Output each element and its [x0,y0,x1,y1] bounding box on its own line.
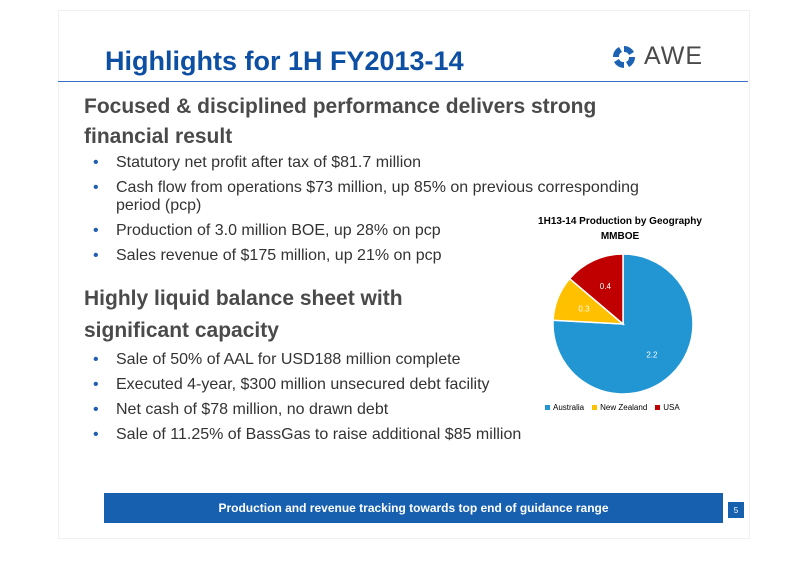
chart-title: 1H13-14 Production by Geography [538,216,702,227]
heading-line: financial result [84,125,233,148]
bullet-item: Statutory net profit after tax of $81.7 … [93,154,639,172]
bullet-text: Statutory net profit after tax of $81.7 … [116,154,422,171]
legend-swatch [592,405,598,410]
bullet-text-continued: period (pcp) [116,197,202,214]
title-wrap: Highlights for 1H FY2013-14 [105,46,464,77]
chart-legend: Australia New Zealand USA [545,403,680,412]
bullet-list-performance: Statutory net profit after tax of $81.7 … [93,154,639,272]
title-divider [58,81,748,82]
legend-label: Australia [553,403,585,412]
section-heading-performance: Focused & disciplined performance delive… [84,92,596,152]
bullet-item: Net cash of $78 million, no drawn debt [93,401,521,419]
bullet-item: Executed 4-year, $300 million unsecured … [93,376,521,394]
legend-item: USA [655,403,680,412]
logo-text: AWE [644,42,704,70]
bullet-item: Cash flow from operations $73 million, u… [93,179,639,215]
legend-swatch [655,405,661,410]
heading-line: Focused & disciplined performance delive… [84,95,597,118]
bullet-text: Cash flow from operations $73 million, u… [116,179,639,196]
heading-line: significant capacity [84,319,279,342]
bullet-text: Sales revenue of $175 million, up 21% on… [116,247,442,264]
pie-svg: 2.2 0.3 0.4 [552,253,694,395]
legend-label: New Zealand [600,403,648,412]
awe-logo: AWE [610,42,703,71]
awe-logo-icon [612,45,636,68]
production-pie-chart: 1H13-14 Production by Geography MMBOE 2.… [520,214,740,424]
legend-item: Australia [545,403,584,412]
page-number: 5 [728,502,744,518]
legend-swatch [545,405,550,410]
bullet-list-balance-sheet: Sale of 50% of AAL for USD188 million co… [93,351,521,451]
bullet-text: Sale of 50% of AAL for USD188 million co… [116,351,461,368]
bullet-text: Executed 4-year, $300 million unsecured … [116,376,490,393]
legend-label: USA [663,403,680,412]
bullet-text: Sale of 11.25% of BassGas to raise addit… [116,426,522,443]
bullet-text: Net cash of $78 million, no drawn debt [116,401,389,418]
bullet-item: Sale of 50% of AAL for USD188 million co… [93,351,521,369]
slide-frame [58,10,750,539]
chart-title-block: 1H13-14 Production by Geography MMBOE [520,214,720,244]
section-heading-balance-sheet: Highly liquid balance sheet with signifi… [84,283,403,347]
bullet-item: Production of 3.0 million BOE, up 28% on… [93,222,639,240]
chart-subtitle: MMBOE [600,231,640,242]
bullet-text: Production of 3.0 million BOE, up 28% on… [116,222,441,239]
pie-slice-usa [568,253,624,326]
pie-data-label: 0.3 [578,304,590,313]
pie-data-label: 2.2 [646,350,658,359]
bullet-item: Sales revenue of $175 million, up 21% on… [93,247,639,265]
heading-line: Highly liquid balance sheet with [84,287,403,310]
pie-data-label: 0.4 [600,282,612,291]
slide-title: Highlights for 1H FY2013-14 [105,46,464,76]
guidance-banner: Production and revenue tracking towards … [104,493,723,523]
bullet-item: Sale of 11.25% of BassGas to raise addit… [93,426,521,444]
legend-item: New Zealand [592,403,647,412]
